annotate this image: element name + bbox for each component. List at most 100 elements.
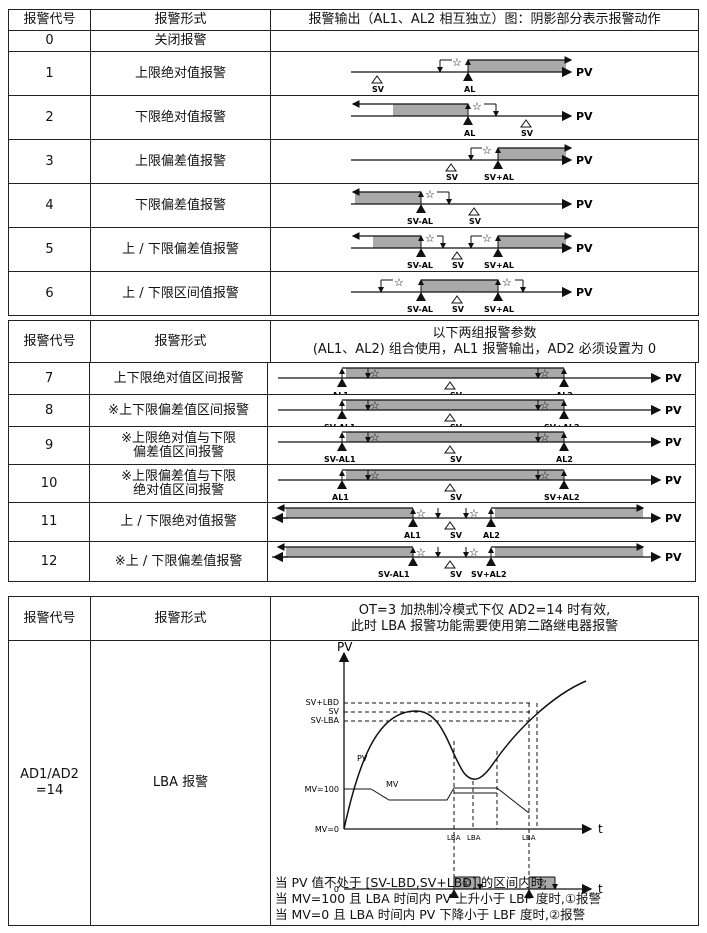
diagram-label: SV (450, 531, 463, 540)
row-code: 1 (8, 51, 91, 96)
alarm-shade (345, 470, 564, 480)
label-sv-al: SV-AL (407, 217, 433, 226)
t-axis-label: t (598, 822, 603, 836)
row-form-line2: 偏差值区间报警 (133, 444, 225, 460)
alarm-diagram-svg: ☆ ☆ AL1 SV SV+AL2 PV (277, 469, 682, 502)
row-code: 11 (7, 502, 91, 542)
svg-text:☆: ☆ (540, 431, 550, 444)
table-row: 8 ※上下限偏差值区间报警 ☆ ☆ SV-AL1 SV SV+AL2 PV (7, 394, 697, 427)
header-output: 报警输出（AL1、AL2 相互独立）图：阴影部分表示报警动作 (270, 9, 699, 31)
y-axis-label: PV (337, 641, 353, 654)
alarm-table-3: 报警代号 报警形式 OT=3 加热制冷模式下仅 AD2=14 时有效, 此时 L… (8, 596, 699, 926)
header-code: 报警代号 (8, 596, 91, 641)
lba-mark-2: LBA (467, 834, 481, 842)
alarm-diagram: ☆ SV-AL SV PV (270, 183, 699, 228)
axis-pv: PV (576, 66, 593, 79)
svg-text:☆: ☆ (370, 469, 380, 482)
header-desc-line2: 此时 LBA 报警功能需要使用第二路继电器报警 (350, 618, 619, 634)
label-sv-al: SV-AL (407, 305, 433, 314)
row-code-line1: AD1/AD2 (20, 767, 79, 782)
alarm-diagram: ☆ AL SV PV (270, 95, 699, 140)
header-desc-line1: OT=3 加热制冷模式下仅 AD2=14 时有效, (358, 602, 611, 618)
row-code: 2 (8, 95, 91, 140)
label-sv: SV (521, 129, 534, 138)
mv100-label: MV=100 (305, 785, 339, 794)
label-sv: SV (452, 305, 465, 314)
level-sv-lba: SV-LBA (311, 716, 340, 725)
row-form-line1: ※上下限偏差值区间报警 (108, 402, 250, 418)
alarm-shade (373, 236, 421, 248)
diagram-label: SV-AL1 (324, 455, 356, 464)
table-row: 3 上限偏差值报警 ☆ SV SV+AL PV (8, 139, 699, 184)
alarm-shade (345, 400, 564, 410)
row-code: 7 (7, 362, 91, 395)
axis-pv: PV (576, 198, 593, 211)
label-sv-al: SV+AL (484, 173, 514, 182)
label-sv: SV (452, 261, 465, 270)
header-desc: OT=3 加热制冷模式下仅 AD2=14 时有效, 此时 LBA 报警功能需要使… (270, 596, 699, 641)
row-form-line2: 绝对值区间报警 (133, 482, 225, 498)
label-al: AL (464, 85, 475, 94)
alarm-shade-1 (454, 877, 480, 889)
table-row: 7 上下限绝对值区间报警 ☆ ☆ AL1 SV AL2 PV (7, 362, 697, 395)
alarm-marker-1: ① (462, 879, 470, 889)
diagram-label: SV (450, 493, 463, 502)
svg-text:☆: ☆ (469, 507, 479, 520)
table-row: 11 上 / 下限绝对值报警 ☆ ☆ AL1 SV AL2 PV (7, 502, 697, 542)
lba-note-3: 当 MV=0 且 LBA 时间内 PV 下降小于 LBF 度时,②报警 (275, 907, 586, 922)
header-form: 报警形式 (90, 9, 271, 31)
diagram-label: AL1 (404, 531, 421, 540)
t-axis-label-2: t (598, 882, 603, 896)
table-row: 1 上限绝对值报警 ☆ SV AL PV (8, 51, 699, 96)
row-form-line1: 上下限绝对值区间报警 (113, 370, 244, 386)
label-sv: SV (469, 217, 482, 226)
alarm-diagram: ☆ ☆ SV-AL SV SV+AL PV (270, 227, 699, 272)
svg-text:☆: ☆ (482, 232, 492, 245)
diagram-label: SV (450, 391, 463, 394)
svg-text:☆: ☆ (370, 431, 380, 444)
svg-text:☆: ☆ (540, 399, 550, 412)
mv0-label: MV=0 (315, 825, 339, 834)
alarm-diagram: ☆ ☆ SV-AL1 SV SV+AL2 PV (266, 394, 697, 427)
row-form: 上 / 下限偏差值报警 (90, 227, 271, 272)
header-code: 报警代号 (8, 320, 91, 363)
alarm-diagram: ☆ ☆ AL1 SV SV+AL2 PV (266, 464, 697, 503)
header-form: 报警形式 (90, 320, 271, 363)
row-code: 4 (8, 183, 91, 228)
row-code: 0 (8, 30, 91, 52)
pv-curve-label: PV (357, 754, 368, 763)
svg-text:☆: ☆ (482, 144, 492, 157)
alarm-shade (468, 60, 566, 72)
svg-text:☆: ☆ (370, 399, 380, 412)
alarm-table-2-body: 7 上下限绝对值区间报警 ☆ ☆ AL1 SV AL2 PV 8 ※上下限偏差值区间报警 ☆ ☆ SV-… (7, 362, 697, 582)
diagram-label: SV-AL1 (324, 423, 356, 426)
diagram-label: AL1 (332, 391, 349, 394)
row-diagram-empty (270, 30, 699, 52)
row-form: ※上限偏差值与下限 绝对值区间报警 (89, 464, 268, 503)
label-sv-al: SV-AL (407, 261, 433, 270)
alarm-diagram: ☆ ☆ SV-AL1 SV AL2 PV (266, 426, 697, 465)
pv-curve (343, 680, 587, 830)
label-al: AL (464, 129, 475, 138)
diagram-label: SV+AL2 (544, 423, 580, 426)
label-sv: SV (372, 85, 385, 94)
row-form-line1: ※上限绝对值与下限 (121, 430, 237, 446)
row-code-line2: =14 (35, 783, 64, 798)
table-row: 5 上 / 下限偏差值报警 ☆ ☆ SV-AL SV (8, 227, 699, 272)
axis-pv: PV (665, 404, 682, 417)
table-row: 10 ※上限偏差值与下限 绝对值区间报警 ☆ ☆ AL1 SV SV+AL2 PV (7, 464, 697, 503)
diagram-label: SV (450, 570, 463, 579)
alarm-diagram-svg: ☆ ☆ AL1 SV AL2 PV (277, 367, 682, 394)
svg-text:☆: ☆ (425, 188, 435, 201)
alarm-diagram-svg: ☆ ☆ SV-AL1 SV SV+AL2 PV (277, 399, 682, 426)
row-form-line1: 上 / 下限绝对值报警 (120, 514, 237, 529)
label-sv-plus-al: SV+AL (484, 261, 514, 270)
row-code: 5 (8, 227, 91, 272)
alarm-marker-2: ② (537, 879, 545, 889)
row-form: 下限偏差值报警 (90, 183, 271, 228)
table-row: 9 ※上限绝对值与下限 偏差值区间报警 ☆ ☆ SV-AL1 SV AL2 PV (7, 426, 697, 465)
row-form: 上下限绝对值区间报警 (89, 362, 268, 395)
lba-mark-3: LBA (522, 834, 536, 842)
row-code: 10 (7, 464, 91, 503)
alarm-diagram-svg: ☆ AL SV PV (351, 100, 593, 138)
